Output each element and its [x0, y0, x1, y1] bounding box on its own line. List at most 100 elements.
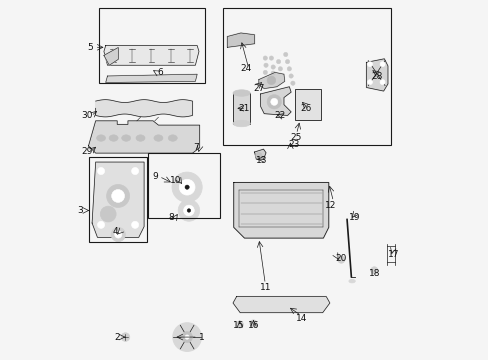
Circle shape — [178, 200, 199, 221]
Circle shape — [184, 185, 189, 189]
Circle shape — [172, 323, 201, 351]
Text: 9: 9 — [152, 172, 158, 181]
Text: 14: 14 — [296, 314, 307, 323]
Polygon shape — [88, 121, 199, 153]
Text: 4: 4 — [112, 228, 118, 237]
Polygon shape — [227, 33, 254, 47]
Polygon shape — [105, 74, 197, 82]
Circle shape — [264, 63, 267, 67]
Circle shape — [337, 256, 344, 263]
Circle shape — [286, 67, 291, 71]
Ellipse shape — [233, 120, 250, 127]
Circle shape — [172, 172, 202, 202]
Polygon shape — [104, 48, 118, 65]
Bar — [99, 8, 204, 83]
Ellipse shape — [154, 135, 163, 141]
Circle shape — [278, 67, 282, 71]
Text: 16: 16 — [247, 321, 259, 330]
Text: 1: 1 — [198, 333, 204, 342]
Text: 27: 27 — [253, 84, 264, 93]
Bar — [223, 8, 390, 145]
Circle shape — [182, 332, 192, 342]
Ellipse shape — [348, 279, 355, 283]
Circle shape — [266, 95, 281, 109]
Text: 22: 22 — [273, 111, 285, 120]
Text: 15: 15 — [233, 321, 244, 330]
Text: 18: 18 — [368, 269, 379, 278]
Polygon shape — [258, 72, 284, 89]
Polygon shape — [92, 162, 144, 237]
Circle shape — [276, 59, 280, 64]
Text: 23: 23 — [288, 140, 299, 149]
Text: 24: 24 — [240, 64, 251, 73]
Circle shape — [379, 62, 384, 67]
Text: 26: 26 — [300, 104, 311, 113]
Ellipse shape — [136, 135, 145, 141]
Polygon shape — [254, 149, 265, 159]
Circle shape — [184, 335, 189, 339]
Text: 30: 30 — [81, 111, 92, 120]
Text: 19: 19 — [348, 213, 360, 222]
Polygon shape — [96, 100, 192, 117]
Circle shape — [183, 205, 194, 216]
Circle shape — [270, 98, 277, 105]
Circle shape — [179, 179, 195, 195]
Circle shape — [367, 62, 372, 67]
Circle shape — [131, 221, 139, 228]
Circle shape — [97, 221, 104, 228]
Circle shape — [255, 152, 262, 159]
Text: 10: 10 — [169, 176, 181, 185]
Circle shape — [270, 71, 275, 75]
Text: 20: 20 — [335, 255, 346, 264]
Circle shape — [249, 320, 257, 327]
Circle shape — [370, 267, 377, 274]
Circle shape — [263, 56, 267, 60]
Circle shape — [367, 80, 372, 85]
Ellipse shape — [96, 135, 105, 141]
Ellipse shape — [109, 135, 118, 141]
Ellipse shape — [233, 90, 250, 96]
Circle shape — [285, 59, 289, 64]
Text: 13: 13 — [255, 156, 267, 165]
Text: 8: 8 — [168, 213, 174, 222]
Text: 21: 21 — [238, 104, 249, 113]
Polygon shape — [260, 87, 290, 116]
Circle shape — [121, 333, 129, 341]
Bar — [294, 89, 320, 120]
Circle shape — [187, 209, 190, 212]
Text: 12: 12 — [324, 201, 336, 210]
Circle shape — [283, 52, 287, 57]
Text: 17: 17 — [387, 250, 398, 259]
Polygon shape — [233, 297, 329, 313]
Circle shape — [111, 227, 125, 242]
Polygon shape — [104, 45, 199, 65]
Bar — [233, 93, 250, 123]
Polygon shape — [366, 59, 387, 91]
Circle shape — [266, 76, 275, 85]
Circle shape — [236, 321, 243, 328]
Bar — [148, 153, 220, 218]
Circle shape — [269, 56, 273, 60]
Bar — [88, 157, 147, 242]
Polygon shape — [233, 183, 328, 238]
Ellipse shape — [168, 135, 177, 141]
Text: 5: 5 — [87, 43, 93, 52]
Text: 6: 6 — [157, 68, 163, 77]
Text: 28: 28 — [371, 72, 382, 81]
Text: 25: 25 — [290, 133, 302, 142]
Circle shape — [100, 206, 116, 222]
Circle shape — [97, 167, 104, 175]
Text: 11: 11 — [260, 283, 271, 292]
Ellipse shape — [122, 135, 130, 141]
Circle shape — [270, 65, 275, 69]
Circle shape — [106, 184, 129, 207]
Text: 3: 3 — [77, 206, 83, 215]
Circle shape — [290, 81, 294, 85]
Circle shape — [288, 74, 293, 78]
Circle shape — [111, 189, 124, 202]
Text: 2: 2 — [114, 333, 120, 342]
Circle shape — [115, 231, 122, 238]
Circle shape — [379, 80, 384, 85]
Circle shape — [131, 167, 139, 175]
Circle shape — [263, 70, 267, 75]
